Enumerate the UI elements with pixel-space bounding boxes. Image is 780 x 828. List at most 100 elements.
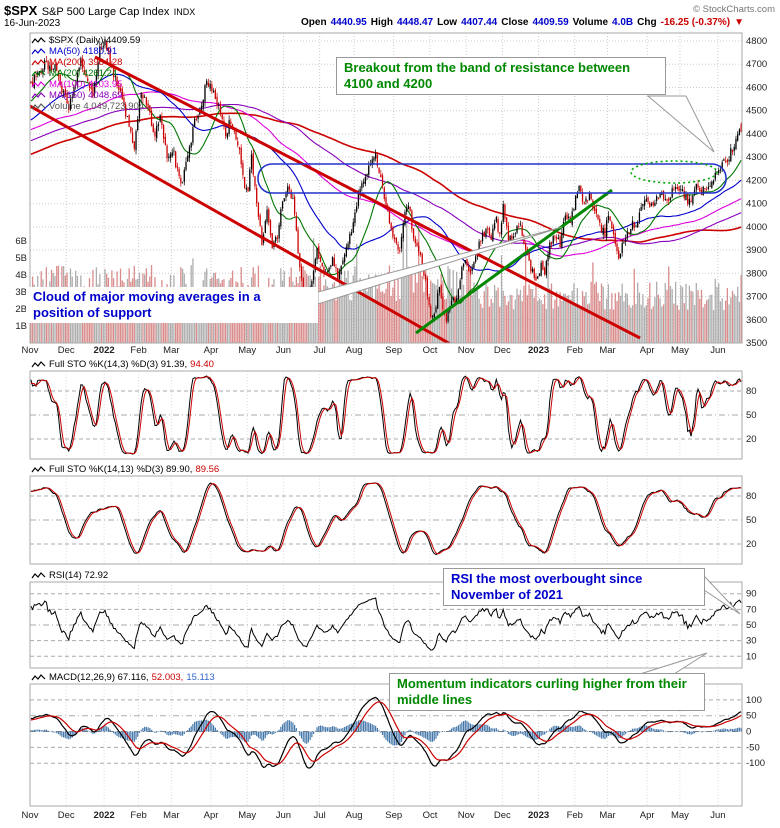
month-label: May: [238, 810, 256, 821]
panel-tick-label: 100: [746, 695, 762, 706]
panel-tick-label: 70: [746, 604, 757, 615]
rsi-annotation: RSI the most overbought since November o…: [443, 568, 705, 606]
legend-item: MA(20) 4261.24: [31, 68, 144, 79]
panel-tick-label: 10: [746, 651, 757, 662]
month-label: 2023: [528, 345, 549, 356]
high-label: High: [370, 17, 393, 28]
panel-tick-label: 30: [746, 636, 757, 647]
month-label: Nov: [22, 810, 39, 821]
main-chart-legend: $SPX (Daily) 4409.59 MA(50) 4180.91 MA(200…: [31, 35, 144, 112]
month-label: Apr: [204, 345, 219, 356]
month-label: Dec: [58, 345, 75, 356]
month-label: Jun: [276, 810, 291, 821]
month-label: Sep: [385, 810, 402, 821]
panel-tick-label: 20: [746, 539, 757, 550]
month-label: Apr: [640, 810, 655, 821]
sto-slow-legend: Full STO %K(14,13) %D(3) 89.90, 89.56: [31, 464, 219, 475]
panel-tick-label: 50: [746, 515, 757, 526]
legend-item: $SPX (Daily) 4409.59: [31, 35, 144, 46]
month-label: Jul: [314, 345, 326, 356]
trendlines: [30, 55, 727, 343]
month-label: May: [671, 345, 689, 356]
ma-cloud-annotation: Cloud of major moving averages in a posi…: [26, 287, 318, 323]
legend-text: Full STO %K(14,13) %D(3) 89.90,: [49, 464, 193, 475]
sto-fast-legend: Full STO %K(14,3) %D(3) 91.39, 94.40: [31, 359, 214, 370]
legend-item: MA(200) 3984.28: [31, 57, 144, 68]
price-tick-label: 4600: [746, 82, 767, 93]
resistance-band-box: [257, 163, 727, 194]
legend-text: MACD(12,26,9) 67.116,: [49, 672, 149, 683]
legend-item: MA(150) 4048.69: [31, 90, 144, 101]
panel-tick-label: 0: [746, 727, 751, 738]
panel-tick-label: 50: [746, 711, 757, 722]
legend-item: Volume 4,049,723,904: [31, 101, 144, 112]
sto_fast-panel: [29, 370, 743, 460]
panel-tick-label: 20: [746, 434, 757, 445]
panel-tick-label: 50: [746, 620, 757, 631]
volume-tick-label: 6B: [15, 236, 27, 247]
macd-legend: MACD(12,26,9) 67.116, 52.003, 15.113: [31, 672, 215, 683]
moving-averages: [30, 66, 742, 304]
exchange-tag: INDX: [173, 7, 196, 17]
panel-tick-label: 80: [746, 491, 757, 502]
month-label: Oct: [423, 345, 438, 356]
volume-tick-label: 1B: [15, 321, 27, 332]
legend-item: MA(50) 4180.91: [31, 46, 144, 57]
close-value: 4409.59: [532, 17, 569, 28]
panel-tick-label: 80: [746, 386, 757, 397]
close-label: Close: [501, 17, 529, 28]
month-label: Jun: [276, 345, 291, 356]
breakout-pointer: [646, 95, 715, 153]
price-tick-label: 4500: [746, 106, 767, 117]
month-label: Apr: [204, 810, 219, 821]
month-label: Nov: [22, 345, 39, 356]
month-label: Jul: [314, 810, 326, 821]
price-tick-label: 4100: [746, 199, 767, 210]
month-label: Dec: [494, 810, 511, 821]
month-label: Aug: [346, 810, 363, 821]
month-label: May: [238, 345, 256, 356]
volume-tick-label: 2B: [15, 304, 27, 315]
price-tick-label: 3500: [746, 338, 767, 349]
chg-value: -16.25 (-0.37%): [660, 17, 731, 28]
panel-tick-label: -50: [746, 742, 760, 753]
cloud-pointer: [317, 226, 563, 305]
month-label: Feb: [130, 810, 146, 821]
month-label: Sep: [385, 345, 402, 356]
panel-tick-label: 50: [746, 410, 757, 421]
upper-red-trendline: [94, 55, 641, 340]
open-value: 4440.95: [330, 17, 367, 28]
month-label: Nov: [458, 810, 475, 821]
price-tick-label: 4200: [746, 175, 767, 186]
month-label: Oct: [423, 810, 438, 821]
quote-bar: Open 4440.95 High 4448.47 Low 4407.44 Cl…: [301, 17, 744, 28]
month-label: Mar: [599, 810, 615, 821]
annotation-pointers: [317, 95, 741, 675]
high-value: 4448.47: [396, 17, 434, 28]
legend-text: RSI(14) 72.92: [49, 570, 109, 581]
rsi-legend: RSI(14) 72.92: [31, 570, 108, 581]
legend-text: 89.56: [195, 464, 220, 475]
symbol: $SPX: [4, 3, 38, 18]
volume-tick-label: 5B: [15, 253, 27, 264]
legend-text: 52.003,: [151, 672, 184, 683]
dotted-green-oval: [630, 160, 718, 184]
lower-red-trendline: [30, 104, 452, 343]
down-arrow-icon: ▼: [734, 17, 744, 28]
price-tick-label: 3700: [746, 292, 767, 303]
month-label: Dec: [494, 345, 511, 356]
candlesticks: [30, 36, 742, 324]
month-label: Feb: [130, 345, 146, 356]
month-label: Jun: [710, 810, 725, 821]
month-label: Jun: [710, 345, 725, 356]
month-label: Apr: [640, 345, 655, 356]
price-tick-label: 3600: [746, 315, 767, 326]
chart-title: $SPX S&P 500 Large Cap Index INDX: [4, 2, 195, 20]
quote-date: 16-Jun-2023: [4, 18, 61, 29]
price-tick-label: 4300: [746, 152, 767, 163]
month-label: 2022: [94, 810, 115, 821]
month-label: Dec: [58, 810, 75, 821]
momentum-annotation: Momentum indicators curling higher from …: [389, 673, 705, 711]
price-tick-label: 4400: [746, 129, 767, 140]
price-tick-label: 4700: [746, 59, 767, 70]
